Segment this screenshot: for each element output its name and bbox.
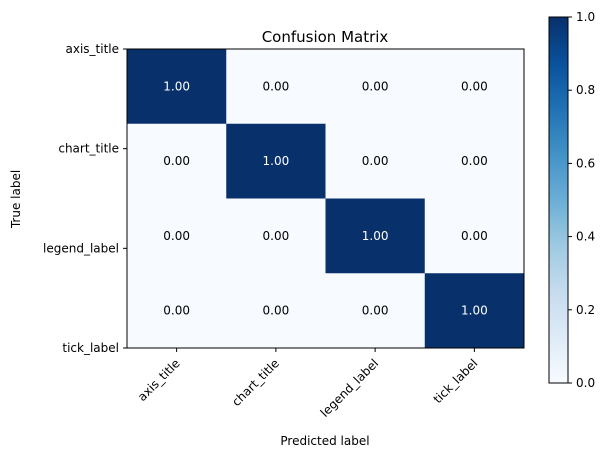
cell-value-label: 0.00 [263,304,290,318]
heatmap-cell [424,273,525,349]
cell-value-label: 1.00 [163,79,190,93]
y-tick-label: legend_label [43,241,119,255]
heatmap-cell [325,49,426,125]
heatmap-cell [226,123,326,199]
heatmap-cell [325,198,426,274]
heatmap-cell [226,49,326,125]
cell-value-label: 0.00 [461,154,488,168]
cell-value-label: 0.00 [461,229,488,243]
heatmap-cell [424,49,525,125]
y-axis-label: True label [9,170,23,229]
colorbar-tick-label: 0.8 [576,83,595,97]
y-tick-label: axis_title [65,42,119,56]
heatmap-cell [127,49,227,125]
x-tick-label: chart_title [229,356,282,409]
colorbar [548,16,569,384]
chart-title: Confusion Matrix [262,28,389,46]
cell-value-label: 0.00 [263,79,290,93]
colorbar-ticks: 0.0 0.2 0.4 0.6 0.8 1.0 [568,10,595,390]
cell-value-label: 0.00 [362,304,389,318]
plot-frame [126,48,525,349]
cell-value-label: 1.00 [263,154,290,168]
cell-value-label: 1.00 [362,229,389,243]
y-tick-label: tick_label [62,341,119,355]
heatmap-cells [127,49,525,349]
heatmap-cell [424,123,525,199]
cell-value-label: 0.00 [362,154,389,168]
x-axis-label: Predicted label [280,434,369,448]
heatmap-cell [127,198,227,274]
heatmap-cell [226,273,326,349]
cell-value-label: 0.00 [362,79,389,93]
heatmap-cell [325,273,426,349]
colorbar-tick-label: 0.2 [576,303,595,317]
cell-value-label: 0.00 [163,229,190,243]
colorbar-tick-label: 0.6 [576,156,595,170]
heatmap-cell [226,198,326,274]
x-tick-label: tick_label [431,356,481,406]
heatmap-cell [424,198,525,274]
cell-value-label: 0.00 [263,229,290,243]
heatmap-cell [325,123,426,199]
x-tick-label: legend_label [318,356,382,420]
colorbar-tick-label: 0.0 [576,376,595,390]
cell-value-label: 0.00 [163,154,190,168]
y-axis-ticks: axis_title chart_title legend_label tick_la… [43,42,127,355]
cell-value-label: 0.00 [163,304,190,318]
heatmap-cell [127,273,227,349]
heatmap-cell [127,123,227,199]
x-tick-label: axis_title [135,356,183,404]
cell-value-label: 1.00 [461,304,488,318]
cell-value-label: 0.00 [461,79,488,93]
heatmap-cell-labels: 1.00 0.00 0.00 0.00 0.00 1.00 0.00 0.00 0.00 0.00… [163,79,487,317]
x-axis-ticks: axis_title chart_title legend_label tick_la… [135,348,480,420]
colorbar-tick-label: 1.0 [576,10,595,24]
colorbar-tick-label: 0.4 [576,230,595,244]
y-tick-label: chart_title [58,142,119,156]
